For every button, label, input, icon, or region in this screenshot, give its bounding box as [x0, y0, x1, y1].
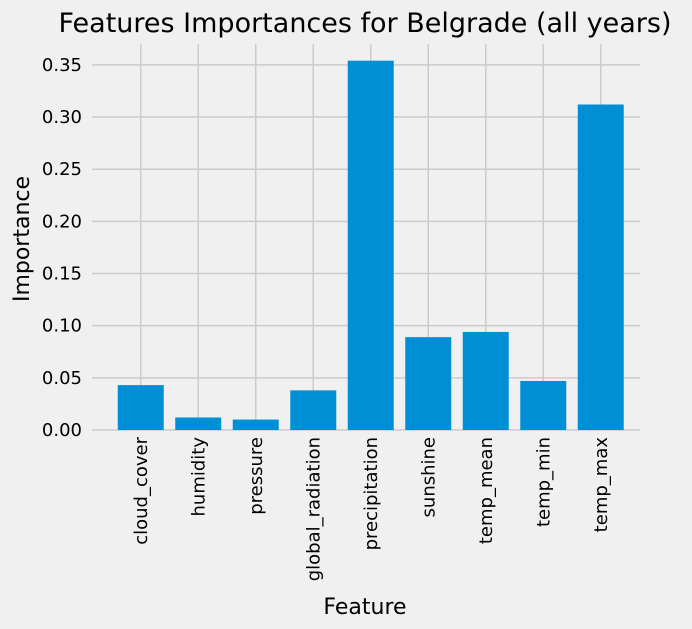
x-tick-label: temp_max [591, 437, 612, 533]
x-tick-label: temp_mean [476, 437, 497, 544]
y-tick-label: 0.30 [42, 107, 82, 128]
y-tick-label: 0.00 [42, 420, 82, 441]
x-tick-label: precipitation [361, 437, 382, 550]
bar-pressure [232, 419, 279, 430]
x-tick-label: global_radiation [303, 437, 324, 581]
bar-cloud-cover [117, 385, 164, 430]
y-tick-label: 0.25 [42, 159, 82, 180]
bars [117, 60, 624, 430]
bar-temp-max [577, 104, 624, 430]
x-axis-label: Feature [323, 595, 406, 620]
bar-sunshine [405, 337, 452, 430]
y-tick-label: 0.20 [42, 211, 82, 232]
x-tick-label: pressure [246, 437, 267, 515]
y-tick-label: 0.05 [42, 368, 82, 389]
chart-title: Features Importances for Belgrade (all y… [58, 8, 671, 39]
y-axis-ticks: 0.00 0.05 0.10 0.15 0.20 0.25 0.30 0.35 [42, 55, 82, 441]
y-tick-label: 0.15 [42, 264, 82, 285]
bar-temp-min [520, 380, 567, 430]
x-tick-label: temp_min [533, 437, 554, 527]
y-tick-label: 0.35 [42, 55, 82, 76]
bar-precipitation [347, 60, 394, 430]
x-tick-label: sunshine [418, 437, 439, 517]
bar-temp-mean [462, 331, 509, 430]
x-tick-label: cloud_cover [131, 436, 152, 544]
x-axis-ticks: cloud_cover humidity pressure global_radiat… [131, 436, 612, 581]
bar-humidity [175, 417, 222, 430]
y-tick-label: 0.10 [42, 316, 82, 337]
x-tick-label: humidity [188, 437, 209, 517]
bar-global-radiation [290, 390, 337, 430]
y-axis-label: Importance [10, 176, 35, 302]
